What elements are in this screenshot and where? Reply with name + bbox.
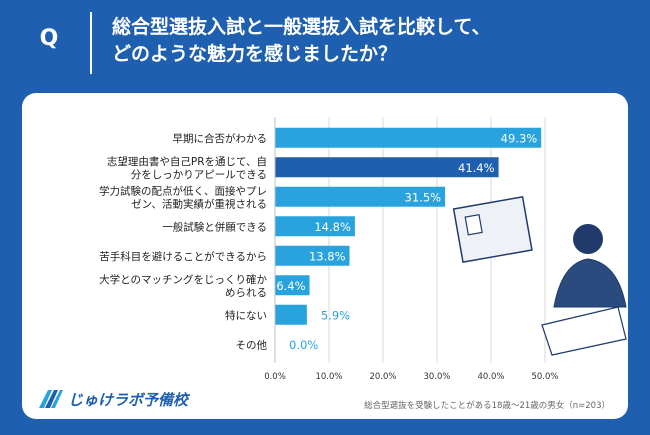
bar <box>275 304 307 325</box>
header-divider <box>90 12 92 74</box>
bar <box>275 186 446 207</box>
category-label: 学力試験の配点が低く、面接やプレ <box>99 184 267 197</box>
data-label: 49.3% <box>501 131 538 145</box>
question-title: 総合型選抜入試と一般選抜入試を比較して、 どのような魅力を感じましたか？ <box>112 14 490 68</box>
logo-text: じゅけラボ予備校 <box>68 390 189 409</box>
bar <box>275 245 350 266</box>
question-label: Q <box>39 26 59 51</box>
x-tick-label: 0.0% <box>264 372 286 382</box>
logo: じゅけラボ予備校 <box>36 385 188 413</box>
sample-note: 総合型選抜を受験したことがある18歳～21歳の男女（n=203） <box>364 401 610 411</box>
question-line-2: どのような魅力を感じましたか？ <box>112 43 398 65</box>
category-label: められる <box>225 287 267 299</box>
category-label: ゼン、活動実績が重視される <box>131 197 267 210</box>
document-illustration <box>452 195 533 264</box>
data-label: 31.5% <box>405 190 442 204</box>
bar-chart: 0.0% 10.0% 20.0% 30.0% 40.0% 50.0% 49.3% 早期に合否が… <box>99 117 627 382</box>
data-label: 0.0% <box>289 338 318 352</box>
x-tick-label: 20.0% <box>369 372 396 382</box>
category-label: その他 <box>236 338 268 351</box>
x-tick-label: 40.0% <box>477 372 504 382</box>
category-label: 志望理由書や自己PRを通じて、自 <box>107 155 267 168</box>
chart-panel: 0.0% 10.0% 20.0% 30.0% 40.0% 50.0% 49.3% 早期に合否が… <box>22 93 628 419</box>
photo-icon <box>464 213 483 236</box>
logo-icon <box>39 390 63 408</box>
question-line-1: 総合型選抜入試と一般選抜入試を比較して、 <box>112 16 491 38</box>
category-label: 苦手科目を避けることができるから <box>99 250 267 263</box>
category-label: 一般試験と併願できる <box>162 220 267 233</box>
person-body-icon <box>553 258 627 308</box>
data-label: 5.9% <box>321 308 350 322</box>
category-label: 早期に合否がわかる <box>173 132 268 145</box>
category-label: 分をしっかりアピールできる <box>131 169 267 181</box>
data-label: 13.8% <box>309 249 346 263</box>
data-label: 6.4% <box>276 279 305 293</box>
x-tick-label: 10.0% <box>315 372 342 382</box>
data-label: 41.4% <box>458 161 495 175</box>
bar <box>275 216 355 237</box>
x-tick-label: 30.0% <box>423 372 450 382</box>
bar <box>275 127 542 148</box>
bar <box>275 157 499 178</box>
header: Q 総合型選抜入試と一般選抜入試を比較して、 どのような魅力を感じましたか？ <box>0 0 650 80</box>
person-head-icon <box>573 224 603 254</box>
category-label: 大学とのマッチングをじっくり確か <box>99 273 267 286</box>
bar <box>275 275 310 296</box>
category-label: 特にない <box>225 310 267 322</box>
answer-sheet-icon <box>541 306 627 356</box>
data-label: 14.8% <box>314 220 351 234</box>
x-tick-label: 50.0% <box>531 372 558 382</box>
